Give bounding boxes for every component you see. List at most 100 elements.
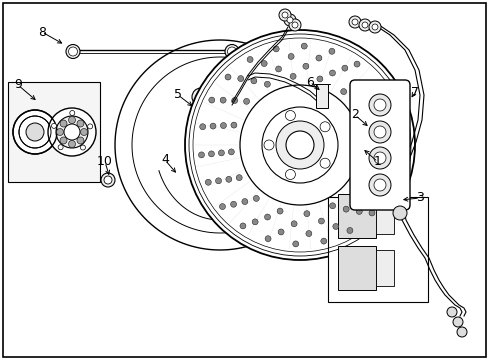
Text: 1: 1 — [373, 156, 381, 168]
Circle shape — [236, 175, 242, 181]
Circle shape — [262, 107, 337, 183]
Circle shape — [237, 76, 243, 82]
Circle shape — [378, 106, 384, 112]
Circle shape — [279, 9, 290, 21]
Circle shape — [81, 145, 85, 150]
Circle shape — [456, 327, 466, 337]
Circle shape — [320, 122, 329, 132]
Circle shape — [452, 317, 462, 327]
Text: 3: 3 — [415, 192, 423, 204]
Circle shape — [329, 203, 335, 209]
Circle shape — [252, 219, 258, 225]
Circle shape — [395, 132, 401, 138]
Circle shape — [219, 203, 225, 210]
Circle shape — [340, 89, 346, 95]
Circle shape — [250, 78, 256, 84]
Circle shape — [368, 121, 390, 143]
Circle shape — [373, 99, 385, 111]
Circle shape — [318, 218, 324, 224]
Circle shape — [253, 195, 259, 201]
Circle shape — [196, 92, 205, 102]
Circle shape — [362, 162, 368, 168]
Circle shape — [56, 116, 88, 148]
Bar — [8, 82, 100, 182]
Circle shape — [353, 61, 359, 67]
Circle shape — [351, 85, 357, 91]
Circle shape — [343, 206, 348, 212]
Circle shape — [218, 150, 224, 156]
Circle shape — [302, 63, 308, 69]
Circle shape — [368, 210, 374, 216]
Bar — [337, 246, 375, 290]
Circle shape — [227, 47, 236, 56]
Circle shape — [216, 106, 238, 128]
Circle shape — [361, 22, 367, 28]
Circle shape — [275, 121, 324, 169]
Circle shape — [356, 208, 362, 215]
Circle shape — [68, 140, 75, 148]
Circle shape — [242, 199, 247, 204]
Circle shape — [375, 134, 381, 140]
Circle shape — [316, 76, 322, 82]
Text: 2: 2 — [350, 108, 358, 121]
Text: 5: 5 — [174, 89, 182, 102]
Circle shape — [277, 208, 283, 214]
Circle shape — [346, 228, 352, 234]
Circle shape — [371, 24, 377, 30]
Circle shape — [246, 57, 253, 63]
Circle shape — [282, 12, 287, 18]
Circle shape — [68, 117, 75, 123]
Circle shape — [392, 206, 406, 220]
Circle shape — [373, 162, 379, 167]
Circle shape — [273, 46, 279, 52]
Text: 7: 7 — [410, 85, 418, 99]
Circle shape — [208, 97, 214, 103]
Circle shape — [374, 80, 380, 86]
Circle shape — [199, 124, 205, 130]
Circle shape — [385, 187, 390, 193]
Circle shape — [51, 123, 57, 129]
Text: 8: 8 — [38, 26, 46, 39]
Circle shape — [368, 147, 390, 169]
Circle shape — [206, 84, 213, 90]
Circle shape — [373, 152, 385, 164]
Circle shape — [292, 241, 298, 247]
Circle shape — [388, 105, 394, 111]
Circle shape — [243, 98, 249, 104]
Circle shape — [278, 229, 284, 235]
Circle shape — [224, 74, 230, 80]
Circle shape — [101, 173, 115, 187]
Circle shape — [285, 131, 313, 159]
Text: 9: 9 — [14, 78, 22, 91]
Circle shape — [220, 110, 234, 124]
Circle shape — [291, 22, 297, 28]
Circle shape — [264, 140, 273, 150]
Circle shape — [19, 116, 51, 148]
Bar — [315, 84, 327, 108]
Circle shape — [198, 152, 204, 158]
Circle shape — [332, 224, 338, 229]
Circle shape — [225, 176, 231, 182]
Circle shape — [240, 85, 359, 205]
Circle shape — [60, 137, 67, 144]
Circle shape — [351, 19, 357, 25]
Circle shape — [368, 21, 380, 33]
Circle shape — [368, 174, 390, 196]
Circle shape — [275, 66, 281, 72]
Circle shape — [210, 123, 216, 129]
Circle shape — [68, 47, 77, 56]
Circle shape — [60, 120, 67, 127]
Circle shape — [64, 124, 80, 140]
Circle shape — [264, 236, 270, 242]
Circle shape — [287, 53, 293, 59]
Circle shape — [365, 135, 371, 141]
Circle shape — [373, 126, 385, 138]
Circle shape — [192, 88, 209, 106]
Circle shape — [385, 133, 391, 139]
Circle shape — [358, 19, 370, 31]
Bar — [375, 198, 393, 234]
Circle shape — [58, 145, 63, 150]
Circle shape — [230, 201, 236, 207]
Circle shape — [240, 223, 245, 229]
Circle shape — [373, 187, 379, 193]
